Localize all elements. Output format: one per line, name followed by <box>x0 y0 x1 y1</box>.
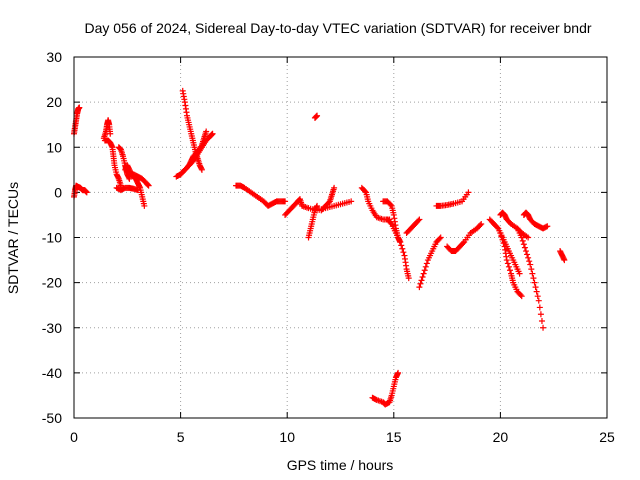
data-point <box>535 297 542 304</box>
data-point <box>506 267 513 274</box>
y-tick-label: 0 <box>54 184 62 200</box>
data-point <box>209 130 216 137</box>
plot-frame <box>73 56 608 419</box>
data-point <box>536 304 543 311</box>
y-tick-label: -40 <box>42 365 62 381</box>
y-tick-label: -10 <box>42 230 62 246</box>
data-point <box>417 280 424 287</box>
x-tick-label: 5 <box>177 429 185 445</box>
data-point <box>532 284 539 291</box>
y-tick-label: -50 <box>42 410 62 426</box>
data-point <box>387 201 394 208</box>
data-point <box>517 292 524 299</box>
x-tick-label: 25 <box>599 429 615 445</box>
data-point <box>516 270 523 277</box>
data-point <box>460 240 467 247</box>
y-tick-label: 30 <box>46 49 62 65</box>
data-point <box>518 293 525 300</box>
data-point <box>314 112 321 119</box>
data-point <box>437 234 444 241</box>
data-point <box>519 237 526 244</box>
data-point <box>398 242 405 249</box>
gridlines <box>74 57 607 418</box>
data-point <box>538 317 545 324</box>
data-point <box>107 130 114 137</box>
data-point <box>416 216 423 223</box>
data-point <box>397 239 404 246</box>
data-point <box>416 284 423 291</box>
data-point <box>76 104 83 111</box>
x-axis-label: GPS time / hours <box>287 457 394 473</box>
y-tick-label: 20 <box>46 94 62 110</box>
data-point <box>494 224 501 231</box>
data-point <box>145 182 152 189</box>
x-tick-label: 15 <box>386 429 402 445</box>
x-tick-label: 0 <box>70 429 78 445</box>
data-point <box>141 202 148 209</box>
data-point <box>531 279 538 286</box>
data-point <box>505 263 512 270</box>
data-point <box>537 311 544 318</box>
data-point <box>331 184 338 191</box>
data-point <box>525 234 532 241</box>
x-tick-label: 20 <box>493 429 509 445</box>
data-point <box>203 128 210 135</box>
data-point <box>395 369 402 376</box>
data-point <box>418 277 425 284</box>
data-point <box>282 198 289 205</box>
data-point <box>500 240 507 247</box>
data-point <box>534 293 541 300</box>
y-tick-label: -20 <box>42 275 62 291</box>
data-point <box>478 220 485 227</box>
data-point <box>477 222 484 229</box>
data-point <box>198 166 205 173</box>
data-point <box>530 275 537 282</box>
data-point <box>420 270 427 277</box>
data-point <box>419 273 426 280</box>
data-point <box>499 236 506 243</box>
data-point <box>521 244 528 251</box>
data-point <box>422 263 429 270</box>
data-point <box>529 270 536 277</box>
y-axis-label: SDTVAR / TECUs <box>5 182 21 294</box>
data-point <box>524 251 531 258</box>
data-point <box>503 257 510 264</box>
data-point <box>83 189 90 196</box>
data-point <box>525 254 532 261</box>
data-point <box>518 234 525 241</box>
data-point <box>362 188 369 195</box>
chart-title: Day 056 of 2024, Sidereal Day-to-day VTE… <box>84 20 591 36</box>
data-points <box>71 87 568 408</box>
y-tick-label: -30 <box>42 320 62 336</box>
data-point <box>540 324 547 331</box>
y-tick-label: 10 <box>46 139 62 155</box>
data-point <box>421 267 428 274</box>
x-tick-label: 10 <box>279 429 295 445</box>
data-point <box>405 275 412 282</box>
data-point <box>436 235 443 242</box>
axis-ticks: 0 5 10 15 20 25 -50 -40 -30 -20 -10 0 10 20 30 <box>42 49 615 445</box>
data-point <box>387 219 394 226</box>
data-point <box>561 257 568 264</box>
data-point <box>522 248 529 255</box>
data-point <box>465 189 472 196</box>
data-point <box>348 198 355 205</box>
data-point <box>527 261 534 268</box>
data-point <box>126 175 133 182</box>
data-point <box>526 258 533 265</box>
data-point <box>399 245 406 252</box>
data-point <box>423 260 430 267</box>
data-point <box>415 217 422 224</box>
data-point <box>533 288 540 295</box>
data-point <box>544 223 551 230</box>
data-point <box>400 249 407 256</box>
data-point <box>498 233 505 240</box>
data-point <box>520 241 527 248</box>
data-point <box>497 229 504 236</box>
data-point <box>504 260 511 267</box>
data-point <box>528 266 535 273</box>
